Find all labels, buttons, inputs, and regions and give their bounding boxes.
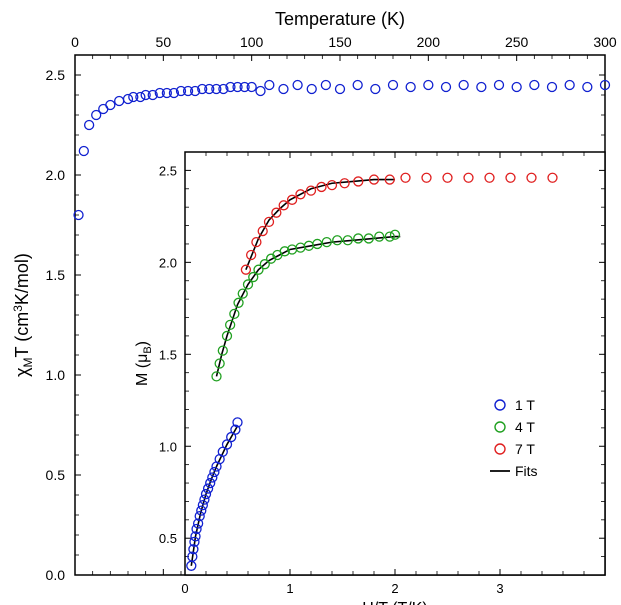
legend-label: 4 T [515,419,535,435]
x-tick-label: 150 [328,34,352,50]
main-data-point [530,81,539,90]
main-data-point [321,81,330,90]
inset-y-tick-label: 2.0 [159,255,177,270]
inset-y-tick-label: 2.5 [159,163,177,178]
inset-y-label: M (μB) [134,341,154,386]
main-data-point [256,87,265,96]
legend-label: 7 T [515,441,535,457]
chart-container: 0 50 100 150 200 250 300 Temperature (K) 0.0 0.5 1… [0,0,621,605]
inset-bg [185,152,605,575]
legend-label: 1 T [515,397,535,413]
main-data-point [565,81,574,90]
main-data-point [115,97,124,106]
main-data-point [79,147,88,156]
x-tick-label: 250 [505,34,529,50]
main-data-point [106,101,115,110]
main-data-point [371,85,380,94]
main-data-point [548,83,557,92]
inset-x-tick-label: 0 [181,581,188,596]
x-tick-label: 100 [240,34,264,50]
main-data-point [353,81,362,90]
main-data-point [495,81,504,90]
main-data-point [406,83,415,92]
x-tick-label: 50 [156,34,172,50]
main-data-point [293,81,302,90]
inset-x-tick-label: 3 [496,581,503,596]
main-data-point [265,81,274,90]
y-axis-label: χMT (cm3K/mol) [11,253,35,377]
y-tick-label: 2.5 [46,67,66,83]
inset-y-tick-label: 0.5 [159,531,177,546]
chart-svg: 0 50 100 150 200 250 300 Temperature (K) 0.0 0.5 1… [0,0,621,605]
main-data-point [583,83,592,92]
main-data-point [477,83,486,92]
main-data-point [279,85,288,94]
x-tick-label: 300 [593,34,617,50]
y-tick-label: 2.0 [46,167,66,183]
x-tick-label: 200 [417,34,441,50]
y-tick-label: 0.5 [46,467,66,483]
inset-y-tick-label: 1.0 [159,439,177,454]
main-data-point [124,95,133,104]
x-axis-label: Temperature (K) [275,9,405,29]
main-data-point [459,81,468,90]
main-data-point [424,81,433,90]
main-data-point [307,85,316,94]
main-data-point [512,83,521,92]
x-tick-label: 0 [71,34,79,50]
y-tick-label: 1.5 [46,267,66,283]
y-tick-label: 1.0 [46,367,66,383]
legend-label: Fits [515,463,538,479]
main-data-point [389,81,398,90]
inset-y-tick-label: 1.5 [159,347,177,362]
main-data-point [442,83,451,92]
main-data-point [336,85,345,94]
inset-x-tick-label: 2 [391,581,398,596]
inset-x-label: H/T (T/K) [362,600,427,605]
main-data-point [85,121,94,130]
inset-x-tick-label: 1 [286,581,293,596]
y-tick-label: 0.0 [46,567,66,583]
